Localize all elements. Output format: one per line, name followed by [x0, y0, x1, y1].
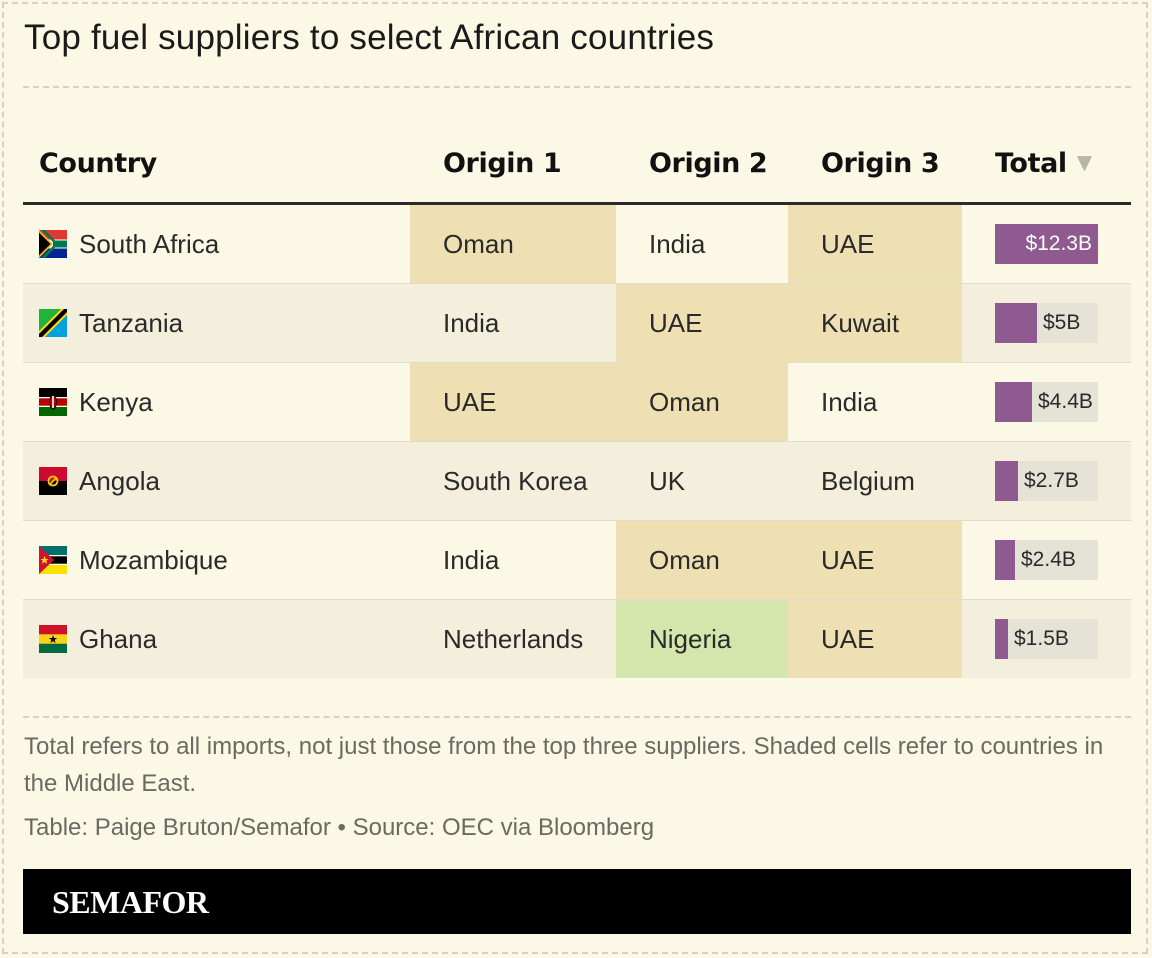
notes-divider — [23, 716, 1131, 718]
table-row: Tanzania India UAE Kuwait $5B — [23, 284, 1131, 363]
total-bar-track: $5B — [995, 303, 1098, 343]
origin-3-cell: Belgium — [821, 465, 915, 496]
angola-flag-icon — [39, 467, 67, 495]
chart-title: Top fuel suppliers to select African cou… — [24, 18, 715, 57]
total-bar — [995, 303, 1037, 343]
column-header-country[interactable]: Country — [39, 148, 157, 179]
table-header: Country Origin 1 Origin 2 Origin 3 Total… — [23, 130, 1131, 202]
table-row: Ghana Netherlands Nigeria UAE $1.5B — [23, 600, 1131, 678]
country-cell: South Africa — [23, 205, 410, 283]
tanzania-flag-icon — [39, 309, 67, 337]
source-credit: Table: Paige Bruton/Semafor • Source: OE… — [24, 814, 655, 841]
total-cell: $4.4B — [962, 363, 1131, 441]
total-value-label: $4.4B — [1038, 390, 1093, 413]
total-bar — [995, 619, 1008, 659]
origin-3-cell: India — [821, 386, 878, 417]
table-row: Mozambique India Oman UAE $2.4B — [23, 521, 1131, 600]
table-notes: Total refers to all imports, not just th… — [24, 733, 1104, 797]
semafor-logo: SEMAFOR — [52, 884, 209, 920]
origin-1-cell: India — [443, 544, 500, 575]
column-header-total[interactable]: Total ▼ — [995, 148, 1092, 179]
origin-3-cell: UAE — [788, 600, 962, 678]
total-cell: $2.4B — [962, 521, 1131, 599]
total-bar — [995, 382, 1032, 422]
header-rule — [23, 202, 1131, 205]
origin-3-cell: UAE — [788, 205, 962, 283]
total-cell: $5B — [962, 284, 1131, 362]
country-name: Kenya — [79, 386, 153, 417]
country-name: South Africa — [79, 228, 220, 259]
origin-2-cell: Oman — [616, 363, 788, 441]
origin-2-cell: Oman — [616, 521, 788, 599]
column-header-total-label: Total — [995, 148, 1067, 179]
south-africa-flag-icon — [39, 230, 67, 258]
origin-2-cell: Nigeria — [616, 600, 788, 678]
country-cell: Kenya — [23, 363, 410, 441]
column-header-origin-1[interactable]: Origin 1 — [443, 148, 562, 179]
country-name: Mozambique — [79, 544, 228, 575]
total-bar — [995, 540, 1015, 580]
total-cell: $1.5B — [962, 600, 1131, 678]
origin-1-cell: South Korea — [443, 465, 588, 496]
brand-bar: SEMAFOR — [23, 869, 1131, 934]
origin-2-cell: India — [649, 228, 706, 259]
table-body: South Africa Oman India UAE $12.3B Tanzania In… — [23, 205, 1131, 678]
country-name: Angola — [79, 465, 160, 496]
total-bar — [995, 461, 1018, 501]
total-cell: $2.7B — [962, 442, 1131, 520]
total-value-label: $2.4B — [1021, 548, 1076, 571]
total-bar-track: $1.5B — [995, 619, 1098, 659]
kenya-flag-icon — [39, 388, 67, 416]
total-bar-track: $2.4B — [995, 540, 1098, 580]
title-divider — [23, 86, 1131, 88]
table-row: South Africa Oman India UAE $12.3B — [23, 205, 1131, 284]
ghana-flag-icon — [39, 625, 67, 653]
country-cell: Angola — [23, 442, 410, 520]
table-row: Angola South Korea UK Belgium $2.7B — [23, 442, 1131, 521]
total-value-label: $2.7B — [1024, 469, 1079, 492]
origin-3-cell: UAE — [788, 521, 962, 599]
origin-2-cell: UK — [649, 465, 686, 496]
total-bar-track: $2.7B — [995, 461, 1098, 501]
country-cell: Ghana — [23, 600, 410, 678]
total-value-label: $5B — [1043, 311, 1081, 334]
total-bar-track: $4.4B — [995, 382, 1098, 422]
country-name: Tanzania — [79, 307, 184, 338]
mozambique-flag-icon — [39, 546, 67, 574]
column-header-origin-2[interactable]: Origin 2 — [649, 148, 768, 179]
country-cell: Mozambique — [23, 521, 410, 599]
total-cell: $12.3B — [962, 205, 1131, 283]
origin-1-cell: Oman — [410, 205, 616, 283]
total-bar-track: $12.3B — [995, 224, 1098, 264]
country-name: Ghana — [79, 623, 158, 654]
total-bar — [995, 224, 1098, 264]
total-value-label: $12.3B — [1025, 232, 1092, 255]
origin-2-cell: UAE — [616, 284, 788, 362]
sort-down-icon[interactable]: ▼ — [1076, 150, 1092, 174]
country-cell: Tanzania — [23, 284, 410, 362]
supplier-table: Country Origin 1 Origin 2 Origin 3 Total… — [23, 130, 1131, 678]
origin-1-cell: UAE — [410, 363, 616, 441]
origin-3-cell: Kuwait — [788, 284, 962, 362]
total-value-label: $1.5B — [1014, 627, 1069, 650]
column-header-origin-3[interactable]: Origin 3 — [821, 148, 940, 179]
table-row: Kenya UAE Oman India $4.4B — [23, 363, 1131, 442]
origin-1-cell: Netherlands — [443, 623, 584, 654]
origin-1-cell: India — [443, 307, 500, 338]
